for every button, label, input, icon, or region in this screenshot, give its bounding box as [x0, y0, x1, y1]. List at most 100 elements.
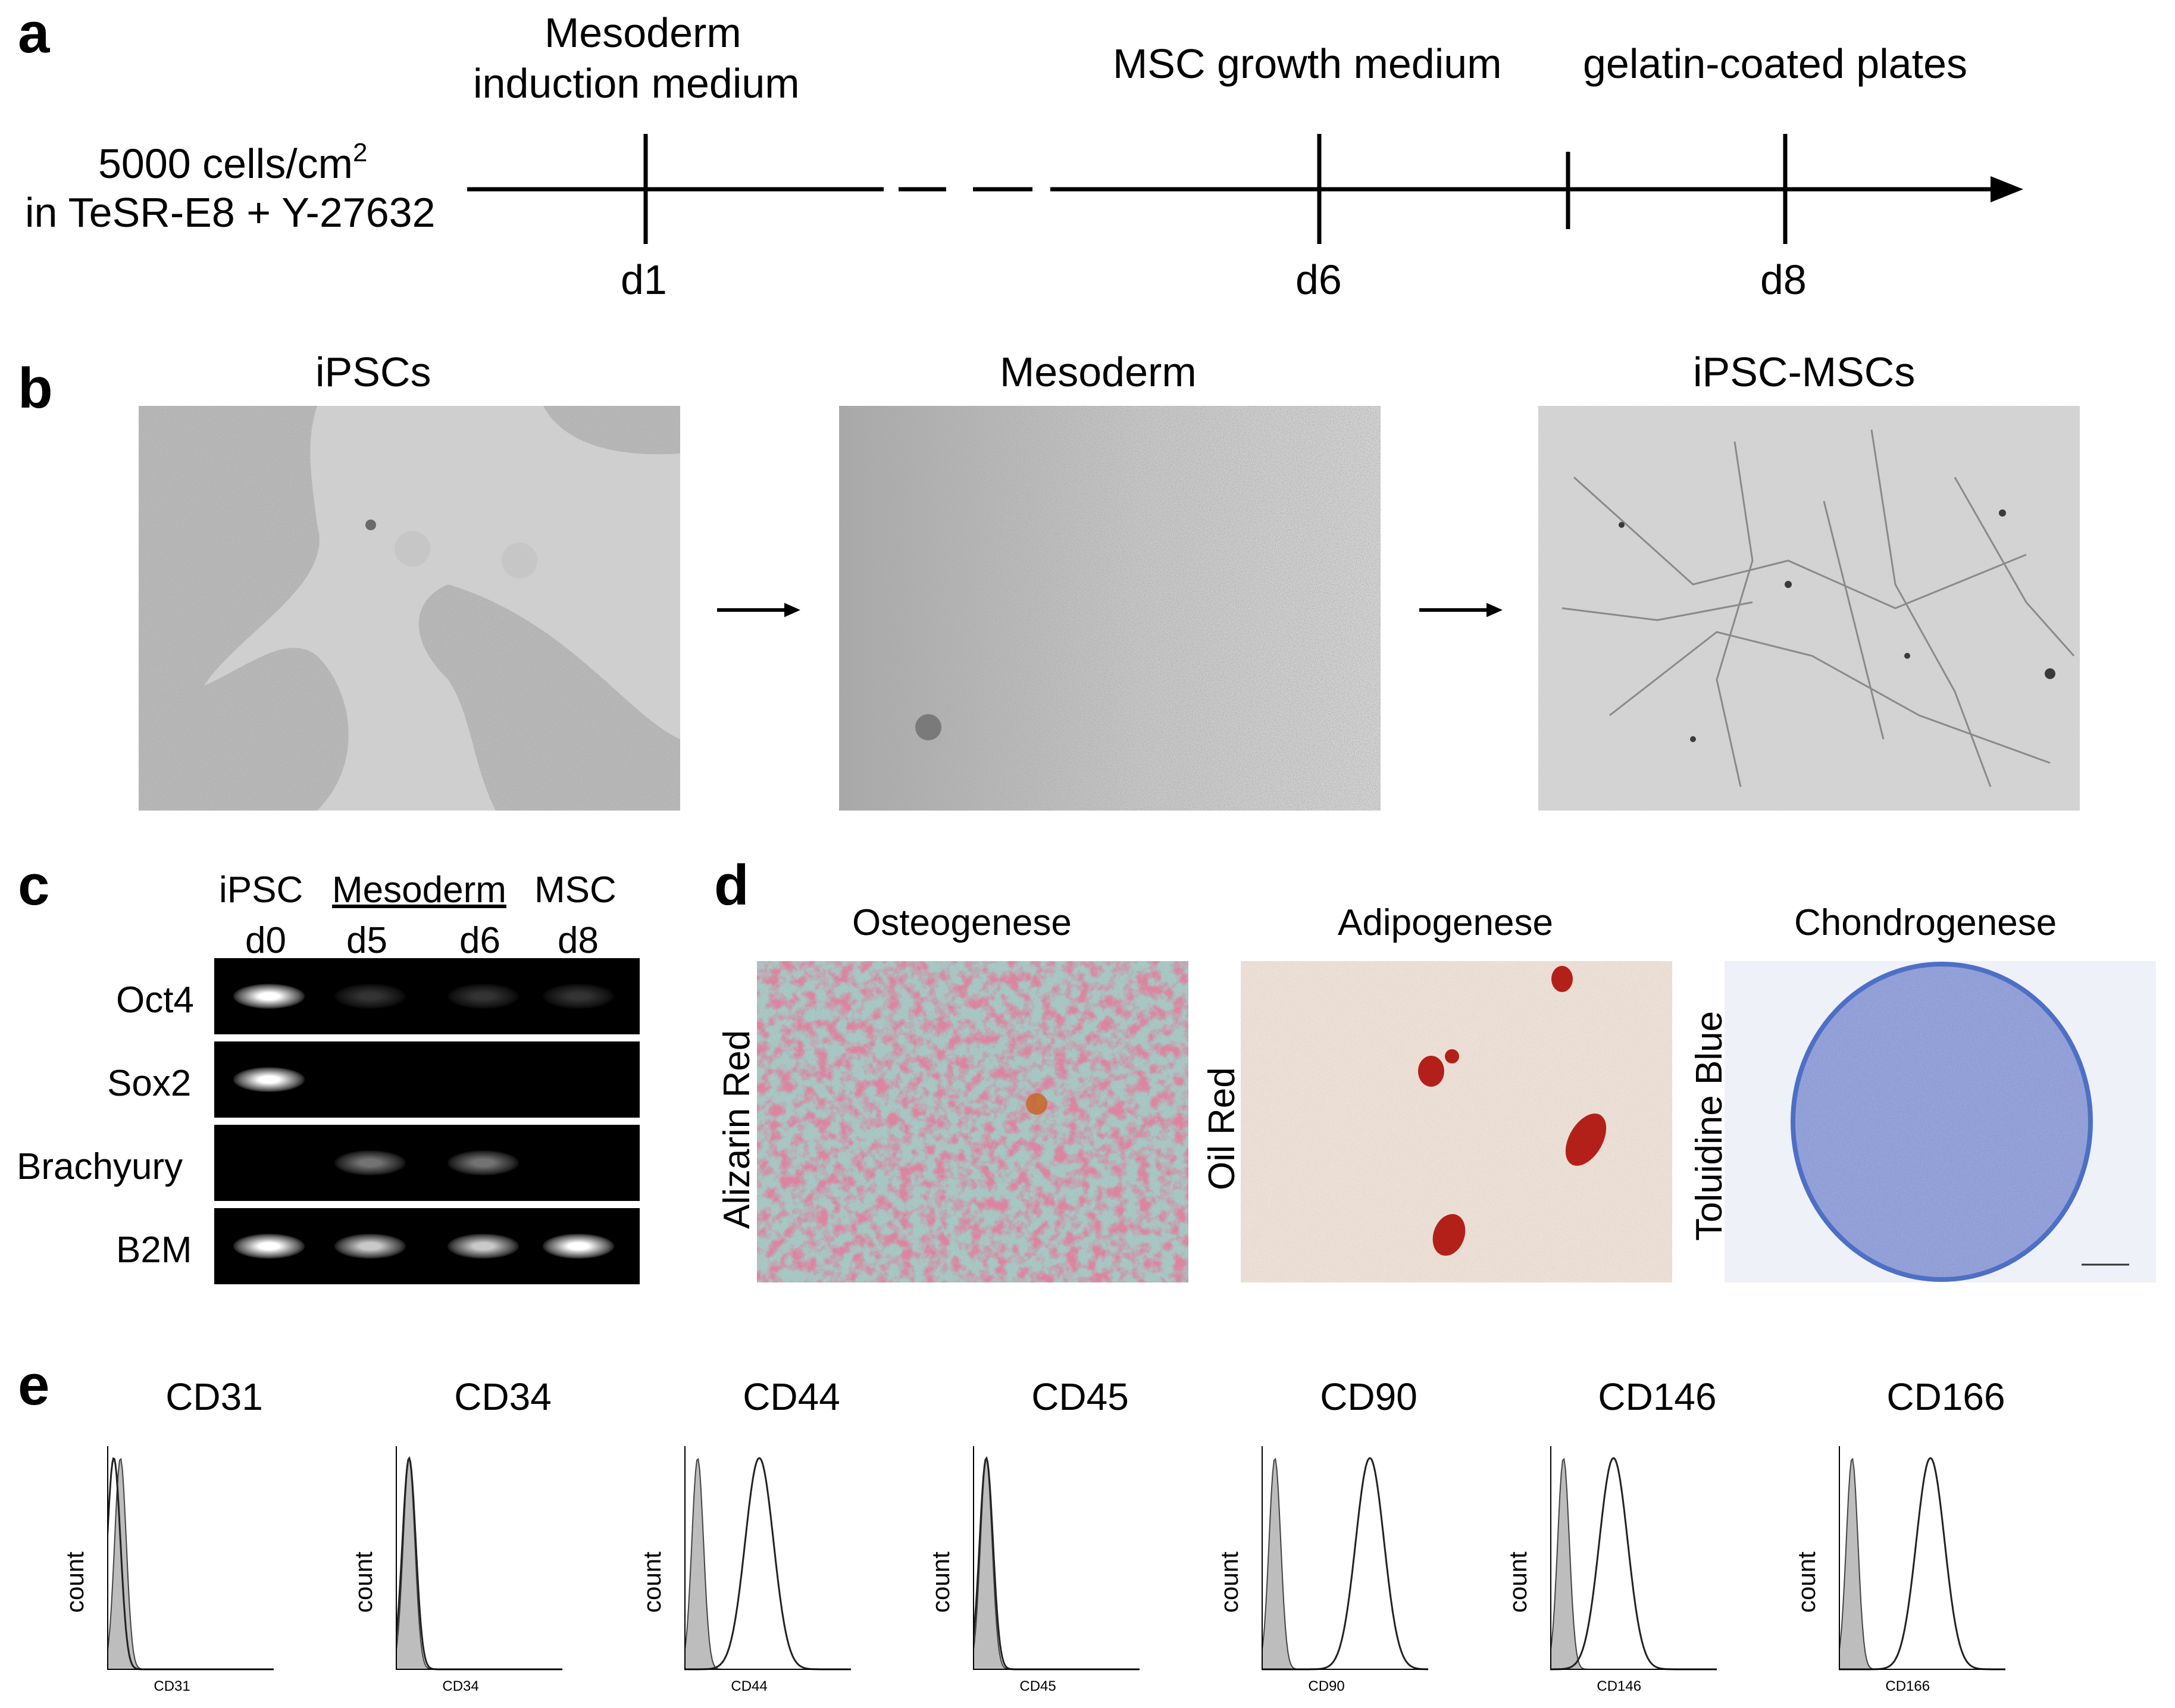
gel-band: [447, 984, 519, 1009]
histogram-plot: CD146: [1550, 1446, 1717, 1694]
panel-letter-c: c: [18, 853, 50, 917]
histogram-title: CD45: [1031, 1375, 1129, 1418]
histogram-plot: CD90: [1262, 1446, 1428, 1694]
histogram-control-curve: [107, 1457, 274, 1670]
histogram-title: CD166: [1886, 1375, 2005, 1418]
gel-band: [447, 1150, 519, 1175]
histogram-axes: [396, 1446, 562, 1670]
micrograph-ipscs: [139, 406, 680, 811]
histogram-title: CD31: [165, 1375, 263, 1418]
histogram-axes: [107, 1446, 274, 1670]
histogram-plot: CD166: [1839, 1446, 2005, 1694]
lane-day-d6: d6: [459, 920, 500, 961]
panel-letter-b: b: [18, 356, 53, 420]
histogram-xlabel: CD44: [731, 1678, 767, 1694]
gene-label-b2m: B2M: [116, 1230, 192, 1271]
micrograph-mesoderm: [839, 406, 1381, 811]
gel-row-b2m: [214, 1208, 640, 1284]
panel-d-title-osteogenese: Osteogenese: [852, 902, 1072, 943]
histogram-plot: CD34: [396, 1446, 562, 1694]
histogram-ylabel: count: [61, 1551, 89, 1613]
histogram-plot: CD45: [973, 1446, 1140, 1694]
histogram-xlabel: CD90: [1308, 1678, 1344, 1694]
histogram-title: CD90: [1320, 1375, 1417, 1418]
gel-band: [543, 984, 614, 1009]
histogram-plot: CD44: [684, 1446, 851, 1694]
histogram-control-curve: [1550, 1457, 1717, 1670]
histogram-axes: [684, 1446, 851, 1670]
gel-band: [334, 1150, 406, 1175]
medium1-label-line2: induction medium: [473, 60, 800, 107]
gel-band: [233, 1234, 305, 1259]
histogram-xlabel: CD31: [154, 1678, 190, 1694]
stain-image-alizarin-red: [757, 961, 1188, 1282]
gel-band: [543, 1234, 614, 1259]
gel-band: [233, 1067, 305, 1092]
histogram-title: CD44: [743, 1375, 840, 1418]
histogram-xlabel: CD34: [442, 1678, 478, 1694]
panel-letter-d: d: [714, 853, 749, 917]
medium1-label-line1: Mesoderm: [544, 10, 741, 56]
arrow-ipscs-to-mesoderm: [717, 603, 800, 617]
histogram-ylabel: count: [638, 1551, 666, 1613]
lane-day-d0: d0: [245, 920, 286, 961]
day-label-d1: d1: [621, 256, 667, 303]
panel-d-title-adipogenese: Adipogenese: [1338, 902, 1553, 943]
gel-band: [334, 984, 406, 1009]
start-cells-superscript: 2: [352, 138, 368, 167]
histogram-plot: CD31: [107, 1446, 274, 1694]
panel-letter-e: e: [18, 1353, 50, 1417]
start-cells-text: 5000 cells/cm: [98, 140, 353, 187]
timeline-axis: [467, 134, 2023, 244]
histogram-xlabel: CD45: [1019, 1678, 1056, 1694]
histogram-ylabel: count: [1792, 1551, 1820, 1613]
histogram-title: CD34: [454, 1375, 552, 1418]
stain-label-alizarin-red: Alizarin Red: [716, 1030, 758, 1229]
panel-d-title-chondrogenese: Chondrogenese: [1794, 902, 2057, 943]
histogram-ylabel: count: [349, 1551, 377, 1613]
gel-band: [447, 1234, 519, 1259]
panel-b-title-ipscs: iPSCs: [315, 349, 431, 395]
stain-image-toluidine-blue: [1725, 961, 2156, 1282]
lane-day-d5: d5: [346, 920, 387, 961]
histogram-ylabel: count: [1215, 1551, 1243, 1613]
stain-label-oil-red: Oil Red: [1201, 1067, 1243, 1190]
panel-letter-a: a: [18, 1, 50, 65]
histogram-title: CD146: [1598, 1375, 1717, 1418]
start-condition-line2: in TeSR-E8 + Y-27632: [25, 189, 436, 236]
histogram-ylabel: count: [927, 1551, 955, 1613]
gel-band: [334, 1234, 406, 1259]
medium3-label: gelatin-coated plates: [1583, 40, 1967, 87]
gene-label-sox2: Sox2: [107, 1063, 192, 1104]
gel-row-oct4: [214, 958, 640, 1034]
histogram-axes: [1550, 1446, 1717, 1670]
lane-day-d8: d8: [558, 920, 599, 961]
histogram-control-curve: [396, 1457, 562, 1670]
lane-header-msc: MSC: [534, 869, 616, 911]
histogram-axes: [1262, 1446, 1428, 1670]
micrograph-ipsc-mscs: [1538, 406, 2080, 811]
lane-header-mesoderm: Mesoderm: [332, 869, 506, 911]
histogram-axes: [1839, 1446, 2005, 1670]
histogram-control-curve: [973, 1457, 1140, 1670]
day-label-d8: d8: [1760, 256, 1807, 303]
day-label-d6: d6: [1295, 256, 1342, 303]
panel-b-title-mesoderm: Mesoderm: [1000, 349, 1197, 395]
gel-band: [233, 984, 305, 1009]
gel-row-brachyury: [214, 1125, 640, 1201]
histogram-xlabel: CD166: [1885, 1678, 1930, 1694]
histogram-ylabel: count: [1504, 1551, 1532, 1613]
start-condition-line1: 5000 cells/cm2: [98, 138, 368, 187]
arrow-mesoderm-to-mscs: [1419, 603, 1503, 617]
gel-row-sox2: [214, 1041, 640, 1118]
stain-image-oil-red: [1241, 961, 1672, 1282]
lane-header-ipsc: iPSC: [219, 869, 303, 911]
medium2-label: MSC growth medium: [1113, 40, 1502, 87]
histogram-control-curve: [1262, 1457, 1428, 1670]
gene-label-oct4: Oct4: [116, 980, 194, 1021]
stain-label-toluidine-blue: Toluidine Blue: [1689, 1011, 1730, 1241]
panel-b-title-ipsc-mscs: iPSC-MSCs: [1693, 349, 1916, 395]
histogram-xlabel: CD146: [1597, 1678, 1641, 1694]
histogram-axes: [973, 1446, 1140, 1670]
